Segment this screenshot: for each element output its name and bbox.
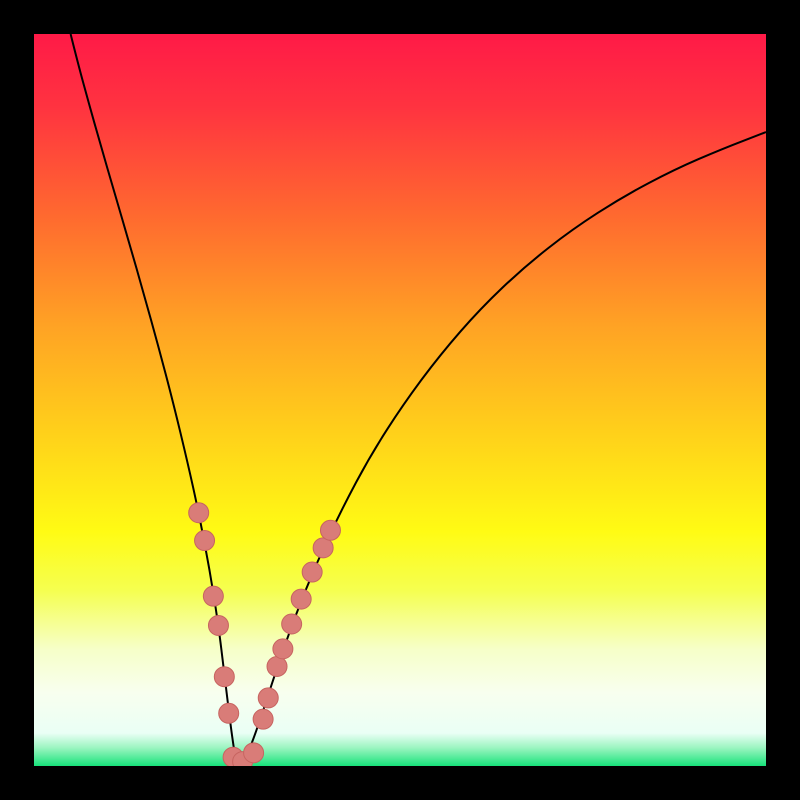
curve-marker [267, 656, 287, 676]
chart-frame: TheBottleneck.com [0, 0, 800, 800]
curve-marker [273, 639, 293, 659]
curve-marker [302, 562, 322, 582]
curve-marker [189, 503, 209, 523]
curve-marker [313, 538, 333, 558]
curve-marker [320, 520, 340, 540]
curve-marker [258, 688, 278, 708]
curve-marker [203, 586, 223, 606]
curve-marker [219, 703, 239, 723]
curve-marker [195, 531, 215, 551]
v-curve [71, 34, 766, 765]
curve-marker [214, 667, 234, 687]
curve-marker [244, 743, 264, 763]
curve-marker [282, 614, 302, 634]
curve-marker [208, 615, 228, 635]
curve-marker [253, 709, 273, 729]
curve-marker [291, 589, 311, 609]
curve-overlay [34, 34, 766, 766]
plot-area [34, 34, 766, 766]
